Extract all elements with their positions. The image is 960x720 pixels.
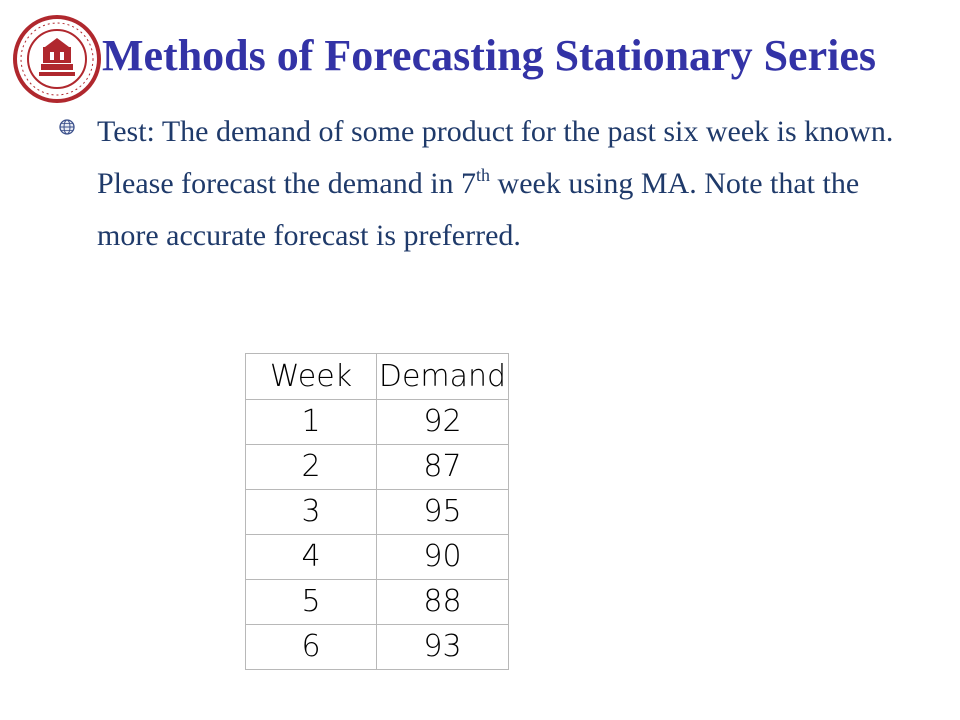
header-demand: Demand (376, 353, 509, 400)
bullet-text: Test: The demand of some product for the… (97, 106, 927, 262)
week-cell: 4 (245, 534, 377, 580)
week-cell: 2 (245, 444, 377, 490)
table-row: 2 87 (245, 444, 509, 490)
table-row: 4 90 (245, 534, 509, 580)
table-row: 3 95 (245, 489, 509, 535)
slide-title: Methods of Forecasting Stationary Series (102, 31, 876, 80)
week-cell: 5 (245, 579, 377, 625)
table-row: 1 92 (245, 399, 509, 445)
ordinal-suffix: th (476, 165, 491, 185)
table-header-row: Week Demand (245, 353, 509, 400)
week-cell: 3 (245, 489, 377, 535)
bullet-text-rest: week using MA. Note that the more accura… (97, 167, 860, 252)
demand-table: Week Demand 1 92 2 87 3 95 4 90 5 88 6 9… (245, 353, 509, 670)
week-cell: 1 (245, 399, 377, 445)
week-cell: 6 (245, 624, 377, 670)
globe-bullet-icon (58, 118, 76, 136)
demand-cell: 88 (376, 579, 509, 625)
demand-cell: 92 (376, 399, 509, 445)
header-week: Week (245, 353, 377, 400)
demand-cell: 90 (376, 534, 509, 580)
demand-cell: 87 (376, 444, 509, 490)
university-seal-icon (12, 14, 102, 104)
demand-cell: 95 (376, 489, 509, 535)
table-row: 5 88 (245, 579, 509, 625)
demand-cell: 93 (376, 624, 509, 670)
table-row: 6 93 (245, 624, 509, 670)
bullet-text-main: Test: The demand of some product for the… (97, 115, 894, 200)
